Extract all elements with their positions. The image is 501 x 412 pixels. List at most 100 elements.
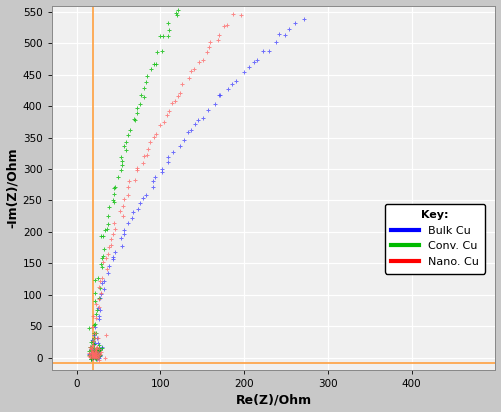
- Point: [193, 117, 201, 123]
- Point: [98, 344, 106, 351]
- Point: [88, 349, 96, 356]
- Point: [142, 192, 150, 199]
- Point: [96, 352, 104, 358]
- Point: [88, 353, 96, 360]
- Point: [92, 347, 100, 354]
- Point: [178, 81, 186, 87]
- Point: [87, 352, 95, 359]
- Point: [102, 255, 110, 261]
- Point: [229, 11, 237, 17]
- Point: [164, 159, 172, 165]
- Point: [95, 346, 103, 353]
- Point: [89, 351, 97, 357]
- Point: [96, 346, 104, 353]
- Point: [98, 344, 106, 350]
- Point: [92, 345, 100, 351]
- Point: [93, 346, 101, 352]
- Point: [114, 173, 122, 180]
- Point: [96, 353, 104, 359]
- Point: [105, 204, 113, 211]
- Point: [99, 253, 107, 260]
- Point: [223, 22, 231, 29]
- Point: [158, 169, 166, 175]
- Point: [90, 350, 98, 356]
- Point: [91, 349, 99, 356]
- Point: [85, 350, 93, 356]
- Point: [94, 349, 102, 355]
- Point: [250, 59, 259, 66]
- Point: [96, 307, 104, 313]
- Point: [90, 335, 98, 341]
- Point: [109, 197, 117, 204]
- Point: [93, 307, 101, 313]
- Legend: Bulk Cu, Conv. Cu, Nano. Cu: Bulk Cu, Conv. Cu, Nano. Cu: [385, 204, 485, 274]
- Point: [95, 295, 103, 302]
- Point: [89, 342, 97, 349]
- Point: [91, 298, 99, 305]
- Point: [122, 147, 130, 153]
- Point: [89, 349, 97, 356]
- Point: [100, 278, 108, 285]
- Point: [150, 133, 158, 140]
- Point: [91, 349, 99, 356]
- Point: [93, 353, 101, 360]
- Point: [95, 346, 103, 353]
- Point: [92, 300, 100, 307]
- Point: [90, 351, 98, 357]
- Point: [105, 263, 113, 269]
- Point: [92, 346, 100, 353]
- Point: [92, 311, 100, 317]
- Point: [92, 352, 100, 359]
- Point: [291, 20, 299, 26]
- Point: [91, 353, 99, 359]
- Point: [163, 20, 171, 27]
- Point: [91, 353, 99, 359]
- Point: [153, 49, 161, 55]
- Point: [165, 108, 173, 115]
- Point: [228, 81, 236, 87]
- Point: [133, 166, 141, 173]
- Point: [95, 352, 103, 359]
- Point: [175, 143, 183, 149]
- Point: [90, 351, 98, 358]
- Point: [107, 241, 115, 248]
- Point: [139, 195, 147, 201]
- Point: [91, 276, 99, 283]
- Point: [199, 115, 207, 122]
- Point: [88, 349, 96, 355]
- Point: [149, 183, 157, 190]
- Point: [116, 208, 124, 214]
- Point: [140, 85, 148, 91]
- Point: [91, 335, 99, 341]
- Point: [95, 304, 103, 311]
- Point: [94, 353, 102, 360]
- Point: [89, 337, 97, 344]
- Point: [91, 320, 99, 327]
- Point: [147, 66, 155, 73]
- Point: [90, 341, 98, 347]
- Point: [139, 159, 147, 166]
- Point: [206, 39, 214, 46]
- Point: [172, 9, 180, 16]
- Point: [95, 283, 103, 290]
- Point: [94, 347, 102, 353]
- Point: [89, 351, 97, 357]
- Point: [95, 357, 103, 363]
- Point: [118, 243, 126, 249]
- Point: [92, 349, 100, 356]
- Point: [117, 167, 125, 173]
- Point: [159, 33, 167, 40]
- Point: [146, 138, 154, 145]
- Point: [94, 335, 102, 341]
- Point: [94, 350, 102, 356]
- Point: [90, 322, 98, 328]
- Point: [94, 348, 102, 355]
- Point: [133, 165, 141, 172]
- Point: [98, 255, 106, 261]
- Point: [89, 348, 97, 355]
- Point: [88, 347, 96, 354]
- Point: [190, 66, 198, 72]
- Point: [134, 206, 142, 213]
- Point: [99, 233, 107, 240]
- Point: [95, 313, 103, 320]
